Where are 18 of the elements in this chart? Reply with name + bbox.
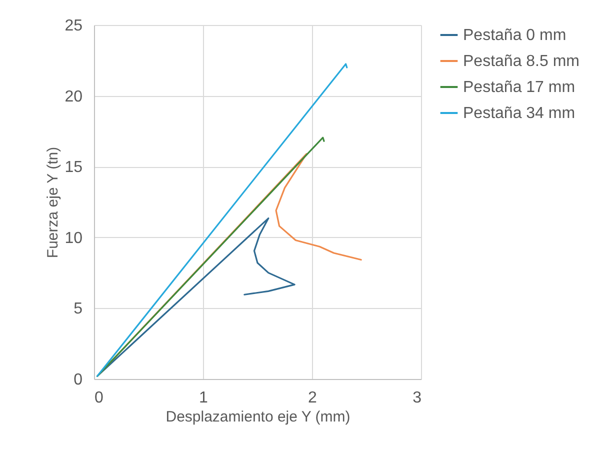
- x-axis-title: Desplazamiento eje Y (mm): [166, 408, 350, 426]
- legend-label: Pestaña 17 mm: [463, 79, 576, 96]
- x-tick-label: 2: [308, 390, 318, 406]
- line-series: [96, 217, 296, 377]
- y-tick-label: 10: [64, 230, 83, 247]
- y-axis-title: Fuerza eje Y (tn): [44, 146, 62, 258]
- x-tick-label: 3: [412, 390, 422, 406]
- line-series: [96, 153, 362, 377]
- legend-label: Pestaña 0 mm: [463, 27, 566, 44]
- y-tick-label: 5: [74, 300, 83, 318]
- y-tick-label: 15: [64, 159, 83, 176]
- y-tick-label: 0: [74, 372, 83, 388]
- legend-label: Pestaña 8.5 mm: [463, 53, 580, 70]
- y-tick-label: 20: [64, 88, 83, 106]
- x-tick-label: 0: [94, 390, 104, 406]
- legend-label: Pestaña 34 mm: [463, 105, 576, 122]
- x-tick-label: 1: [199, 390, 208, 406]
- y-tick-label: 25: [64, 18, 83, 34]
